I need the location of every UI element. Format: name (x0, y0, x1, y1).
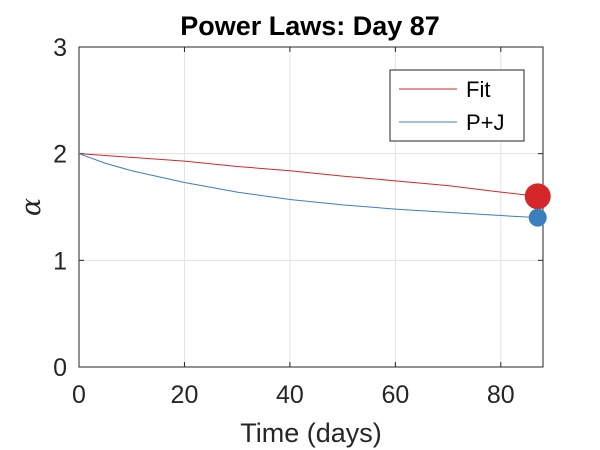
tick-labels: 0 20 40 60 80 0 1 2 3 (53, 34, 515, 409)
x-tick-label: 60 (381, 381, 409, 409)
chart-title: Power Laws: Day 87 (180, 11, 440, 41)
x-axis-label: Time (days) (240, 418, 382, 448)
y-tick-label: 3 (53, 34, 67, 62)
x-tick-label: 20 (171, 381, 199, 409)
legend-label-fit: Fit (466, 77, 490, 102)
y-tick-label: 0 (53, 354, 67, 382)
series-endpoint-pj (528, 208, 547, 227)
x-tick-label: 40 (276, 381, 304, 409)
series-line-fit (78, 153, 538, 197)
series-layer (78, 153, 551, 227)
legend-box (389, 69, 525, 142)
x-tick-label: 80 (487, 381, 515, 409)
legend-label-pj: P+J (466, 110, 505, 135)
legend: Fit P+J (389, 69, 525, 142)
y-tick-label: 2 (53, 141, 67, 169)
series-line-pj (78, 153, 538, 219)
series-endpoint-fit (524, 183, 551, 210)
x-tick-label: 0 (72, 381, 86, 409)
y-tick-label: 1 (53, 247, 67, 275)
y-axis-label: α (16, 198, 47, 216)
